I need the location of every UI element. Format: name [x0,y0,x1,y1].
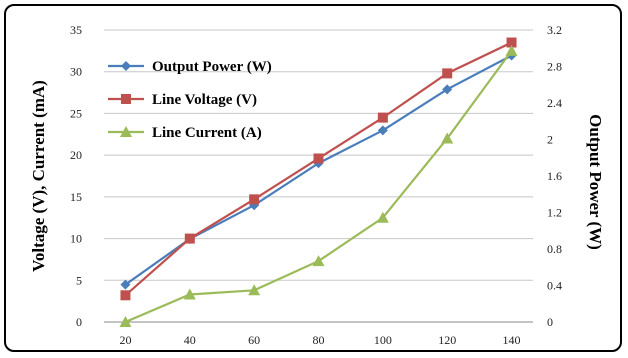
y-tick-label-right: 2.4 [547,96,562,110]
y-tick-label-right: 0.8 [547,242,562,256]
x-tick-label: 120 [438,333,456,347]
output-power-w-point [442,84,453,95]
y-tick-label-left: 10 [70,232,82,246]
y-tick-label-left: 15 [70,190,82,204]
legend-marker-line-voltage-v [121,94,131,104]
line-voltage-v-point [313,153,324,164]
line-current-a-point [248,284,261,296]
line-chart: 0 5 10 15 20 25 30 35 0 0.4 0.8 1.2 1.6 2 2.4 2.8 3.2 20 4… [29,23,605,347]
output-power-w-point [120,279,131,290]
y-axis-title-right: Output Power (W) [586,114,605,250]
line-voltage-v-point [184,233,195,244]
y-tick-label-left: 25 [70,106,82,120]
line-voltage-v-point [442,68,453,79]
chart-frame: 0 5 10 15 20 25 30 35 0 0.4 0.8 1.2 1.6 2 2.4 2.8 3.2 20 4… [4,4,622,352]
line-voltage-v-point [120,290,131,301]
legend-label-line-voltage-v: Line Voltage (V) [152,92,257,108]
line-voltage-v-point [506,37,517,48]
line-current-a-point [183,288,196,300]
line-current-a-point [441,132,454,144]
y-tick-label-left: 30 [70,65,82,79]
y-axis-title-left: Voltage (V), Current (mA) [29,80,48,272]
x-tick-label: 20 [119,333,131,347]
y-tick-label-left: 0 [76,315,82,329]
x-tick-label: 40 [184,333,196,347]
line-current-a-point [119,316,132,327]
line-current-a-point [312,255,325,267]
y-tick-label-right: 2 [547,133,553,147]
y-tick-label-left: 20 [70,148,82,162]
x-tick-label: 60 [248,333,260,347]
y-tick-label-left: 35 [70,23,82,37]
legend-marker-output-power-w [121,61,131,71]
y-tick-label-right: 0.4 [547,279,562,293]
x-tick-label: 100 [374,333,392,347]
y-tick-label-right: 3.2 [547,23,562,37]
y-tick-label-left: 5 [76,273,82,287]
line-voltage-v-point [377,112,388,123]
output-power-w-line [124,54,513,286]
line-current-a-point [505,44,518,56]
legend-label-output-power-w: Output Power (W) [152,59,272,75]
line-current-a-point [376,211,389,223]
y-tick-label-right: 2.8 [547,60,562,74]
y-tick-label-right: 1.2 [547,206,562,220]
y-tick-label-right: 0 [547,315,553,329]
line-voltage-v-point [249,194,260,205]
y-tick-label-right: 1.6 [547,169,562,183]
legend-marker-line-current-a [120,126,132,137]
legend-label-line-current-a: Line Current (A) [152,125,262,141]
output-power-w-point [377,125,388,136]
x-tick-label: 140 [503,333,521,347]
x-tick-label: 80 [313,333,325,347]
